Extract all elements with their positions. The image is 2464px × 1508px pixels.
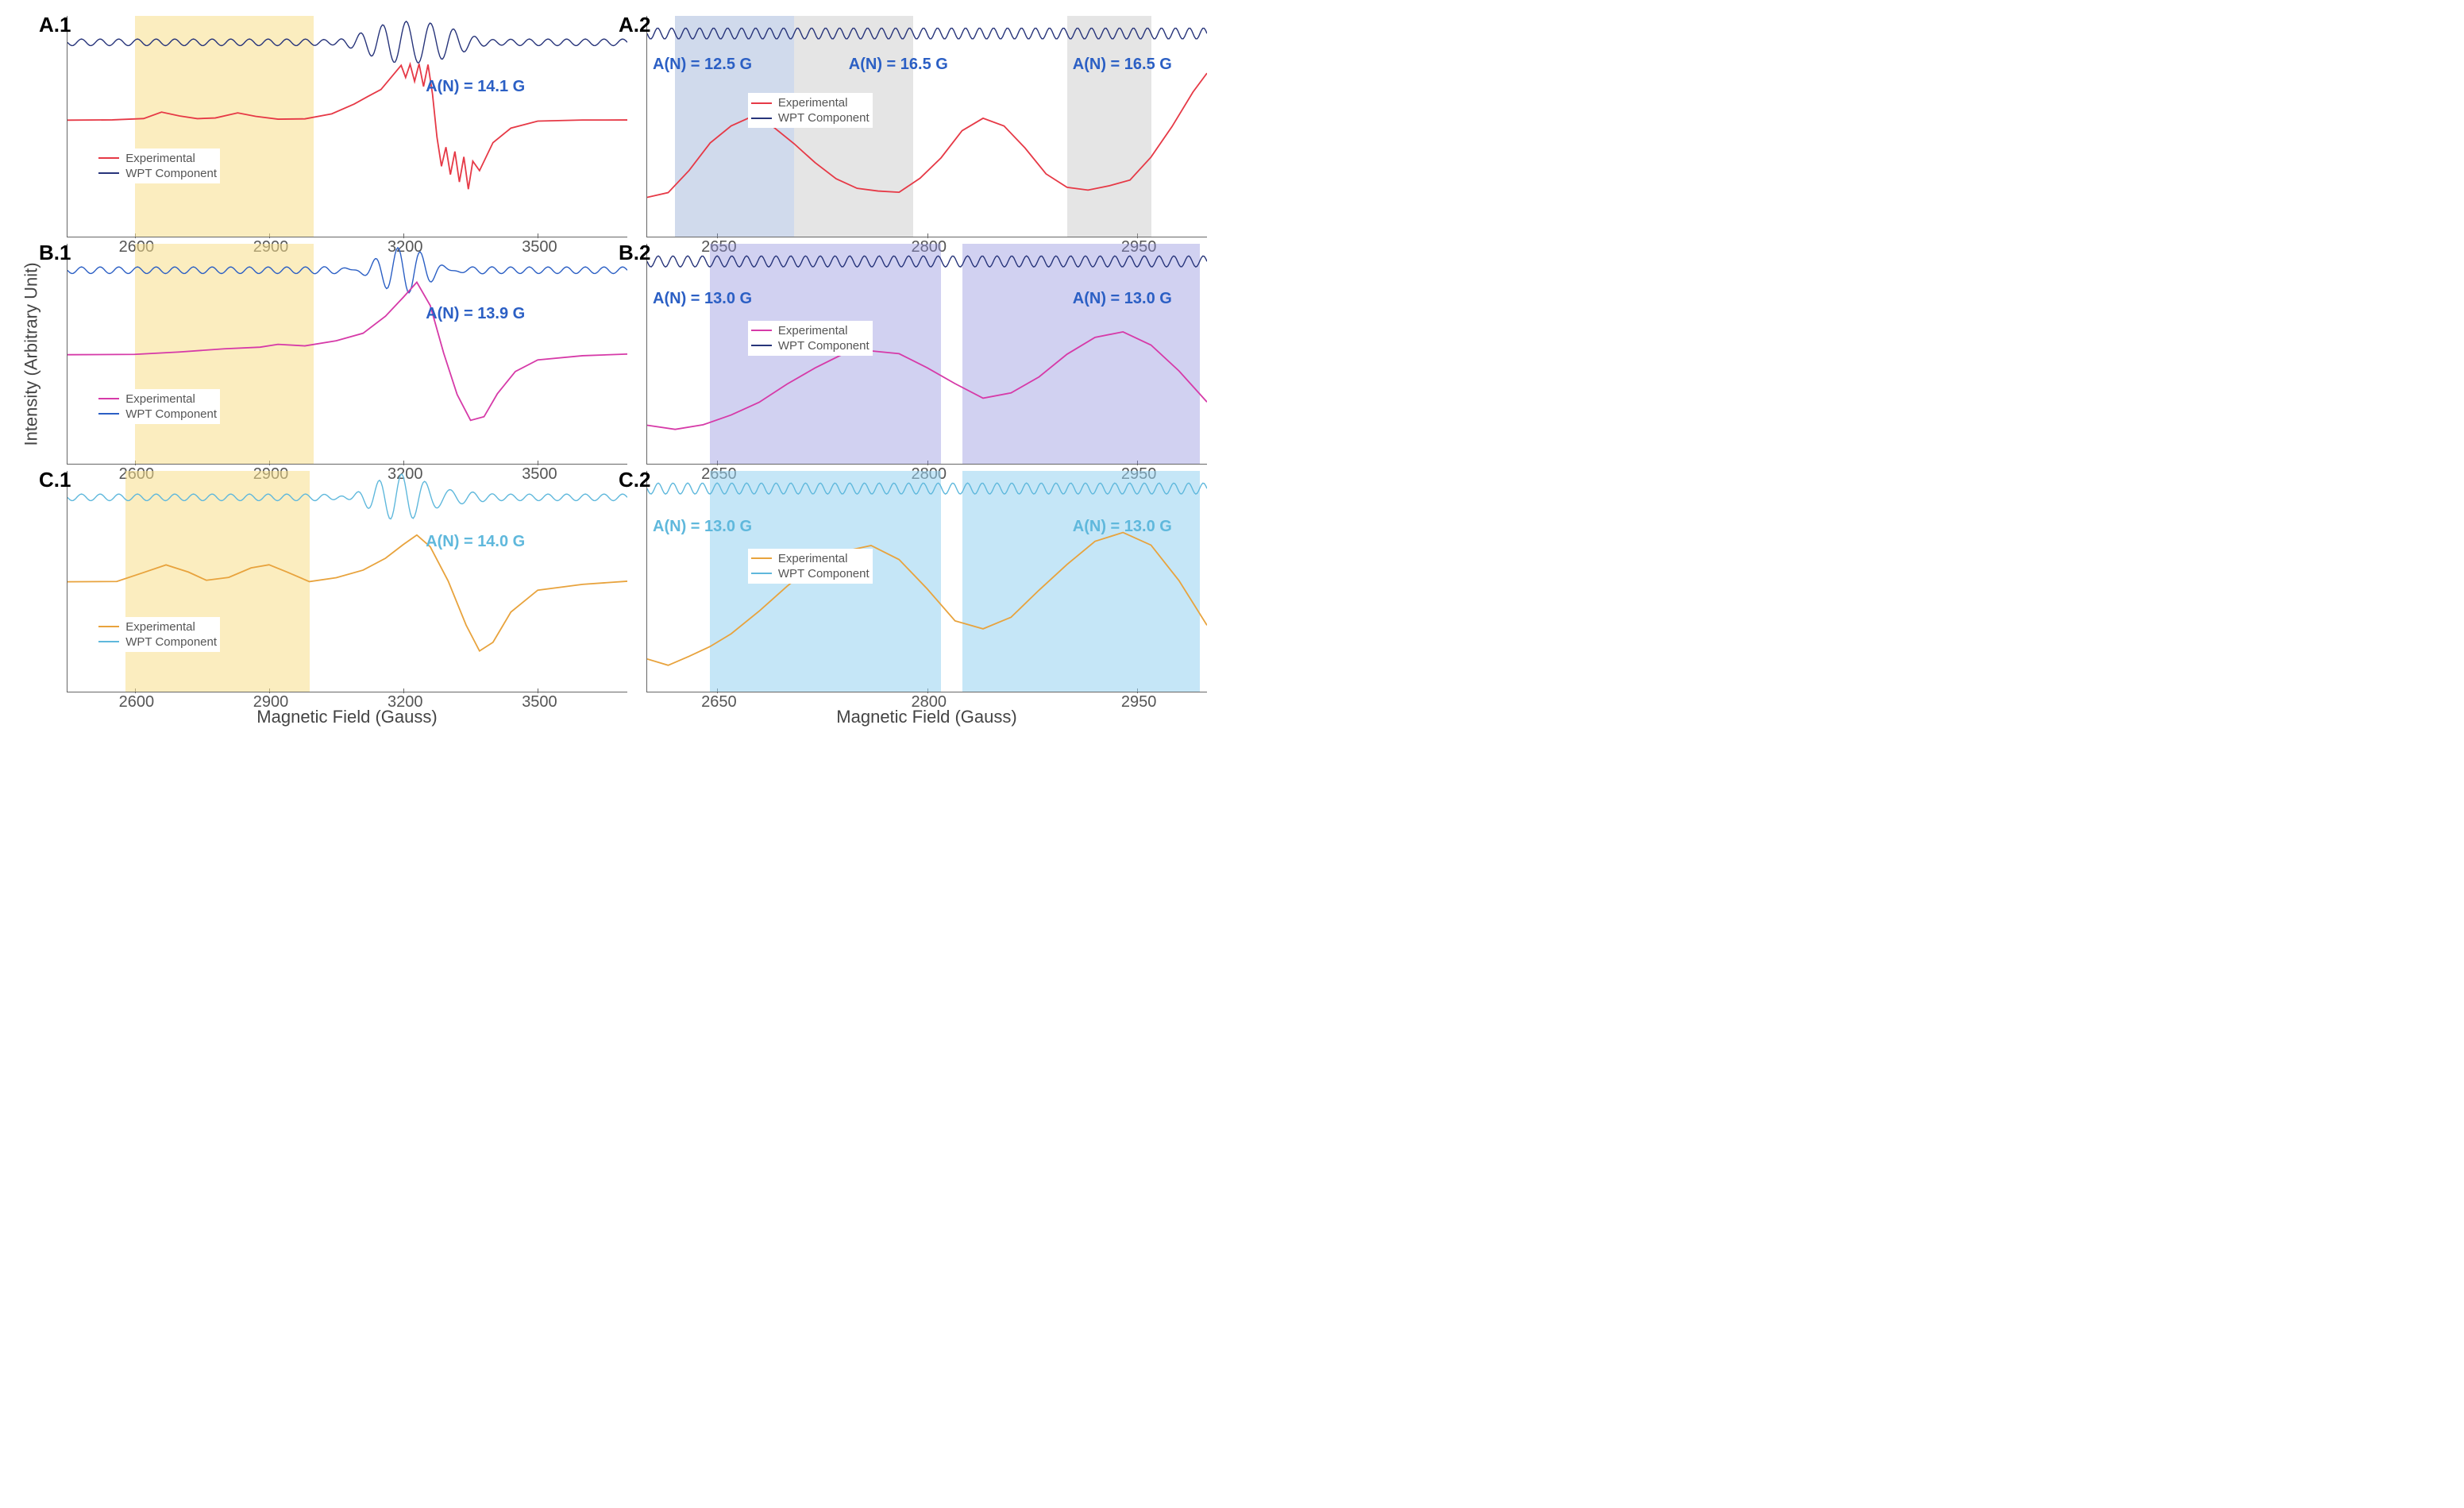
legend-entry: WPT Component [751,111,870,125]
legend-entry: Experimental [98,152,217,165]
wpt-trace [67,21,627,63]
legend-text: WPT Component [125,635,217,649]
coupling-annotation: A(N) = 12.5 G [653,56,752,74]
coupling-annotation: A(N) = 13.9 G [426,305,525,323]
legend: ExperimentalWPT Component [95,617,220,652]
x-ticks: 2650 2800 2950 [647,693,1207,715]
panel-a1: A.1A(N) = 14.1 GExperimentalWPT Componen… [67,16,627,237]
experimental-trace [647,73,1207,197]
legend-swatch [751,330,772,331]
coupling-annotation: A(N) = 16.5 G [849,56,948,74]
panel-label: A.1 [39,13,71,37]
wpt-trace [647,29,1207,39]
legend-swatch [751,345,772,346]
legend-swatch [751,573,772,574]
x-tick-label: 2800 [912,693,947,712]
legend-entry: WPT Component [751,567,870,580]
figure-grid: Intensity (Arbitrary Unit) A.1 A(N) = 14.… [16,16,1207,731]
wpt-trace [647,484,1207,495]
legend: ExperimentalWPT Component [748,93,873,128]
wpt-trace [67,248,627,293]
panel-label: B.1 [39,241,71,265]
legend-swatch [98,413,119,415]
experimental-trace [647,332,1207,430]
wpt-trace [67,475,627,519]
x-tick-label: 2600 [119,693,155,712]
legend-swatch [751,557,772,559]
coupling-annotation: A(N) = 13.0 G [1073,518,1172,536]
coupling-annotation: A(N) = 16.5 G [1073,56,1172,74]
panel-c2: C.2A(N) = 13.0 GA(N) = 13.0 GExperimenta… [646,471,1207,692]
legend-swatch [98,398,119,399]
legend-entry: WPT Component [98,635,217,649]
x-tick-label: 3200 [388,693,423,712]
legend-text: WPT Component [778,339,870,353]
y-axis-label: Intensity (Arbitrary Unit) [21,262,42,445]
legend-text: WPT Component [125,167,217,180]
experimental-trace [647,533,1207,665]
coupling-annotation: A(N) = 14.0 G [426,533,525,551]
legend-swatch [751,102,772,104]
panel-label: C.2 [619,468,650,492]
panel-b2: B.2A(N) = 13.0 GA(N) = 13.0 GExperimenta… [646,244,1207,465]
legend-swatch [98,172,119,174]
legend-text: WPT Component [125,407,217,421]
legend-text: WPT Component [778,111,870,125]
legend-entry: Experimental [98,392,217,406]
legend-swatch [98,157,119,159]
wpt-trace [647,256,1207,267]
x-tick-label: 2950 [1121,693,1157,712]
legend-text: Experimental [778,324,848,337]
panel-label: B.2 [619,241,650,265]
coupling-annotation: A(N) = 13.0 G [1073,290,1172,308]
legend-entry: WPT Component [98,167,217,180]
x-tick-label: 2900 [253,693,289,712]
legend-swatch [98,641,119,642]
x-tick-label: 2650 [701,693,737,712]
y-axis-label-container: Intensity (Arbitrary Unit) [16,16,48,692]
legend: Experimental WPT Component [748,549,873,584]
coupling-annotation: A(N) = 13.0 G [653,518,752,536]
legend-text: WPT Component [778,567,870,580]
panel-b1: B.1A(N) = 13.9 GExperimentalWPT Componen… [67,244,627,465]
legend-text: Experimental [125,152,195,165]
legend-entry: Experimental [751,552,870,565]
legend-text: Experimental [778,552,848,565]
coupling-annotation: A(N) = 13.0 G [653,290,752,308]
panel-a2: A.2A(N) = 12.5 GA(N) = 16.5 GA(N) = 16.5… [646,16,1207,237]
legend-entry: WPT Component [98,407,217,421]
legend-text: Experimental [125,392,195,406]
x-ticks: 2600 2900 3200 3500 [67,693,627,715]
legend: Experimental WPT Component [95,148,220,183]
legend-entry: Experimental [98,620,217,634]
legend-swatch [98,626,119,627]
panel-label: A.2 [619,13,650,37]
legend: ExperimentalWPT Component [95,389,220,424]
legend-text: Experimental [778,96,848,110]
coupling-annotation: A(N) = 14.1 G [426,78,525,96]
panel-label: C.1 [39,468,71,492]
legend-entry: WPT Component [751,339,870,353]
legend-entry: Experimental [751,324,870,337]
x-tick-label: 3500 [522,693,557,712]
legend-entry: Experimental [751,96,870,110]
legend-text: Experimental [125,620,195,634]
panel-c1: C.1A(N) = 14.0 GExperimentalWPT Componen… [67,471,627,692]
legend-swatch [751,118,772,119]
legend: Experimental WPT Component [748,321,873,356]
